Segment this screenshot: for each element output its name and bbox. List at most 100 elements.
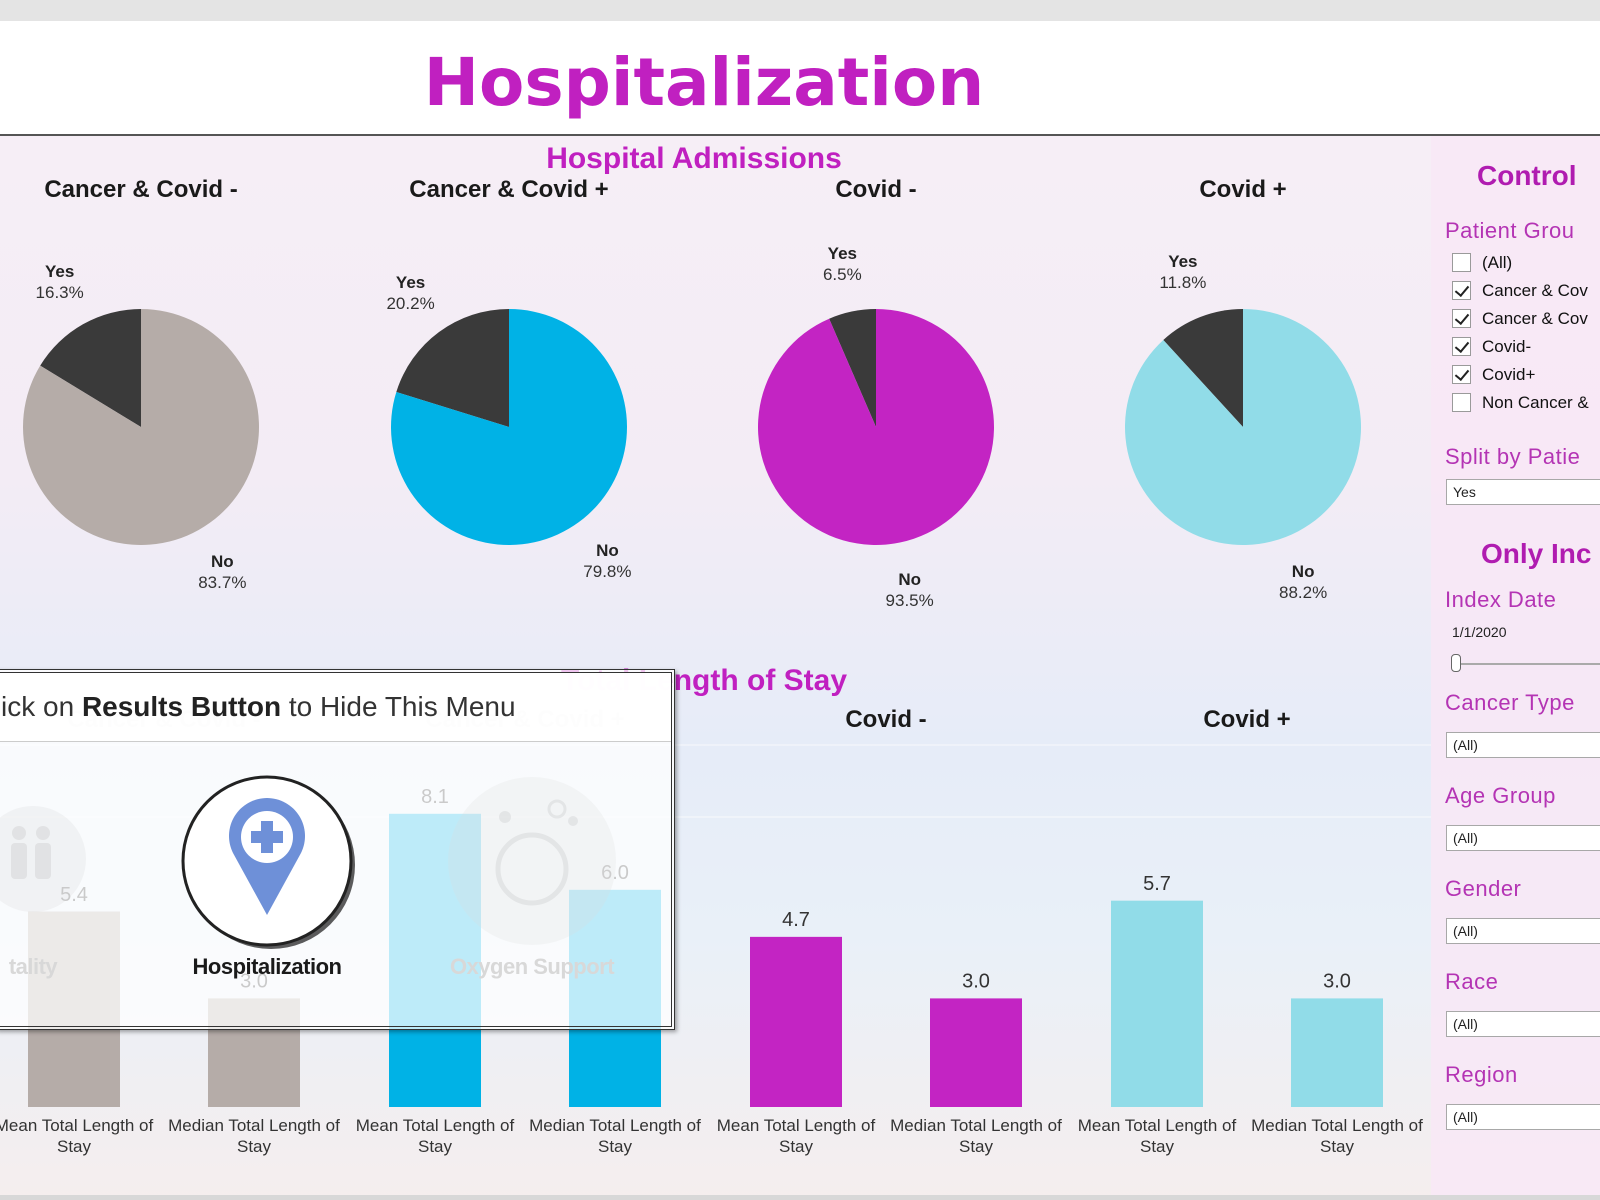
mortality-icon[interactable] xyxy=(0,806,86,912)
slice-value: 11.8% xyxy=(1159,273,1207,293)
menu-item-label[interactable]: Oxygen Support xyxy=(449,954,615,979)
pie-slice xyxy=(758,309,994,545)
checkmark xyxy=(1454,281,1470,298)
pie-slice xyxy=(391,309,628,545)
control-label: Index Date xyxy=(1445,587,1557,612)
header xyxy=(0,21,1600,136)
oxygen-icon[interactable] xyxy=(448,777,616,945)
checkmark xyxy=(1454,337,1470,354)
hospitalization-icon[interactable] xyxy=(181,775,355,949)
slice-label: Yes 6.5% xyxy=(823,243,862,285)
checkbox-label: Cancer & Cov xyxy=(1482,309,1588,328)
section-heading: Only Inc xyxy=(1481,538,1592,569)
pie-title: Cancer & Covid - xyxy=(44,176,238,203)
pie-slice xyxy=(829,309,876,427)
bar-title: Covid + xyxy=(1203,706,1291,733)
checkbox[interactable] xyxy=(1452,337,1471,356)
checkbox-row[interactable]: Non Cancer & xyxy=(1452,392,1600,414)
checkbox-row[interactable]: Covid+ xyxy=(1452,364,1600,386)
bar-value-label: 3.0 xyxy=(962,971,990,993)
section-title: Hospital Admissions xyxy=(546,142,842,175)
dropdown[interactable]: (All) xyxy=(1446,1104,1600,1130)
slice-category: Yes xyxy=(827,244,857,264)
checkbox-row[interactable]: Cancer & Cov xyxy=(1452,280,1600,302)
slice-value: 83.7% xyxy=(198,572,247,592)
pie-slice xyxy=(1125,309,1362,545)
x-tick-label: Mean Total Length of Stay xyxy=(1077,1116,1237,1156)
pie-title: Covid + xyxy=(1199,176,1287,203)
bar-title: Covid - xyxy=(845,706,927,733)
pie-slice xyxy=(396,309,509,427)
checkbox-label: Covid- xyxy=(1482,337,1532,356)
checkmark xyxy=(1454,309,1470,326)
menu-item-label[interactable]: tality xyxy=(8,954,58,979)
slice-category: No xyxy=(210,551,234,571)
control-label: Race xyxy=(1445,969,1499,994)
slice-value: 6.5% xyxy=(822,265,862,285)
dropdown[interactable]: (All) xyxy=(1446,825,1600,851)
slice-category: Yes xyxy=(395,273,426,293)
control-label: Age Group xyxy=(1445,783,1556,808)
checkbox-row[interactable]: Cancer & Cov xyxy=(1452,308,1600,330)
checkbox[interactable] xyxy=(1452,281,1471,300)
pie-slice xyxy=(23,309,260,545)
x-tick-label: Median Total Length of Stay xyxy=(1251,1116,1423,1156)
checkbox-label: (All) xyxy=(1482,253,1513,272)
pie-title: Covid - xyxy=(835,176,917,203)
control-label: Region xyxy=(1445,1062,1518,1087)
chart-labels: Cancer & Covid - Yes 16.3% No 83.7% Cancer & … xyxy=(0,176,1423,1156)
checkbox[interactable] xyxy=(1452,253,1471,272)
menu-item-label[interactable]: Hospitalization xyxy=(192,954,342,979)
checkbox[interactable] xyxy=(1452,365,1471,384)
checkbox[interactable] xyxy=(1452,309,1471,328)
slice-value: 88.2% xyxy=(1279,582,1328,602)
slice-label: No 79.8% xyxy=(583,540,631,582)
menu-header xyxy=(0,673,671,742)
slice-value: 93.5% xyxy=(885,590,934,610)
slice-label: No 93.5% xyxy=(886,569,934,611)
menu-labels: tality Hospitalization Oxygen Support xyxy=(0,673,671,1026)
pie-slice xyxy=(1163,309,1243,427)
slice-value: 16.3% xyxy=(35,283,84,303)
dropdown[interactable]: Yes xyxy=(1446,479,1600,505)
pie-title: Cancer & Covid + xyxy=(409,176,609,203)
menu-hint: ick on Results Button to Hide This Menu xyxy=(1,691,516,723)
bar-value-label: 4.7 xyxy=(782,909,810,931)
checkbox-label: Non Cancer & xyxy=(1482,393,1589,412)
checkbox-row[interactable]: (All) xyxy=(1452,252,1600,274)
checkbox-label: Covid+ xyxy=(1482,365,1536,384)
menu-icons xyxy=(0,775,616,949)
checkbox-row[interactable]: Covid- xyxy=(1452,336,1600,358)
slice-category: No xyxy=(1291,561,1315,581)
page-title: Hospitalization xyxy=(423,44,985,121)
slice-category: No xyxy=(596,540,619,560)
control-label: Cancer Type xyxy=(1445,690,1575,715)
slice-label: Yes 11.8% xyxy=(1159,251,1206,293)
slice-value: 20.2% xyxy=(386,294,435,314)
checkbox-label: Cancer & Cov xyxy=(1482,281,1588,300)
dropdown[interactable]: (All) xyxy=(1446,918,1600,944)
dropdown[interactable]: (All) xyxy=(1446,1011,1600,1037)
bar-value-label: 5.7 xyxy=(1143,873,1171,895)
bar xyxy=(1111,900,1203,1107)
dropdown[interactable]: (All) xyxy=(1446,732,1600,758)
bar xyxy=(1291,998,1383,1107)
slice-label: Yes 20.2% xyxy=(386,272,434,314)
slice-label: Yes 16.3% xyxy=(36,261,84,303)
bottom-bar xyxy=(0,1195,1600,1200)
menu-overlay: ick on Results Button to Hide This Menu xyxy=(0,669,675,1030)
x-tick-label: Mean Total Length of Stay xyxy=(716,1116,876,1156)
checkbox[interactable] xyxy=(1452,393,1471,412)
filters: Cancer Type (All) Age Group (All) Gender (All… xyxy=(1445,690,1600,1150)
x-tick-label: Median Total Length of Stay xyxy=(890,1116,1062,1156)
control-label: Patient Grou xyxy=(1445,218,1575,243)
x-tick-label: Median Total Length of Stay xyxy=(529,1116,701,1156)
slider-handle[interactable] xyxy=(1451,654,1461,672)
slice-category: Yes xyxy=(44,262,75,282)
x-tick-label: Median Total Length of Stay xyxy=(168,1116,340,1156)
control-label: Gender xyxy=(1445,876,1522,901)
date-value: 1/1/2020 xyxy=(1452,624,1507,640)
slice-category: Yes xyxy=(1168,252,1198,272)
slice-value: 79.8% xyxy=(583,561,632,581)
